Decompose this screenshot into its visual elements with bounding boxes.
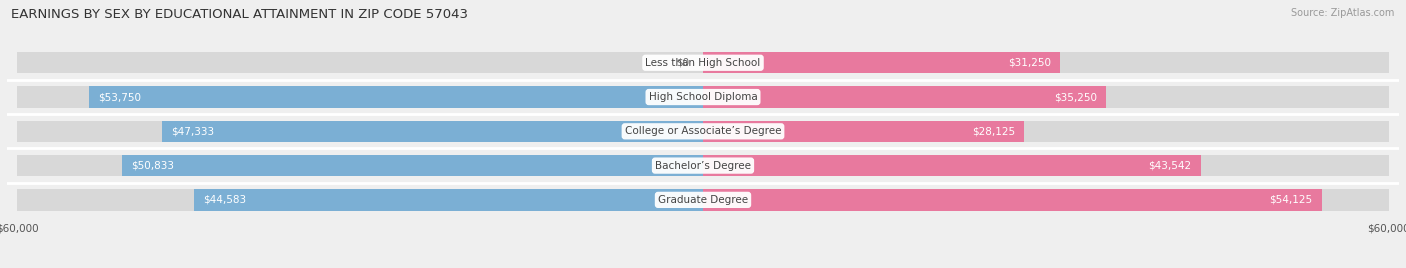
Bar [703,155,1389,176]
Text: $28,125: $28,125 [972,126,1015,136]
Bar [703,121,1025,142]
Bar [703,189,1389,210]
Bar [703,52,1389,73]
Text: $0: $0 [676,58,689,68]
Text: $47,333: $47,333 [172,126,214,136]
Bar [194,189,703,210]
Bar [89,86,703,108]
Bar [17,52,703,73]
Bar [17,155,703,176]
Text: College or Associate’s Degree: College or Associate’s Degree [624,126,782,136]
Text: $50,833: $50,833 [131,161,174,171]
Bar [703,86,1107,108]
Text: Less than High School: Less than High School [645,58,761,68]
Bar [17,189,703,210]
Bar [703,189,1322,210]
Bar [122,155,703,176]
Text: $35,250: $35,250 [1053,92,1097,102]
Text: $53,750: $53,750 [98,92,141,102]
Bar [703,155,1201,176]
Bar [703,52,1060,73]
Text: $43,542: $43,542 [1149,161,1191,171]
Text: Graduate Degree: Graduate Degree [658,195,748,205]
Bar [17,121,703,142]
Text: $31,250: $31,250 [1008,58,1052,68]
Bar [703,121,1389,142]
Text: $54,125: $54,125 [1270,195,1312,205]
Bar [703,86,1389,108]
Text: High School Diploma: High School Diploma [648,92,758,102]
Text: EARNINGS BY SEX BY EDUCATIONAL ATTAINMENT IN ZIP CODE 57043: EARNINGS BY SEX BY EDUCATIONAL ATTAINMEN… [11,8,468,21]
Text: Bachelor’s Degree: Bachelor’s Degree [655,161,751,171]
Text: $44,583: $44,583 [202,195,246,205]
Text: Source: ZipAtlas.com: Source: ZipAtlas.com [1291,8,1395,18]
Bar [162,121,703,142]
Bar [17,86,703,108]
